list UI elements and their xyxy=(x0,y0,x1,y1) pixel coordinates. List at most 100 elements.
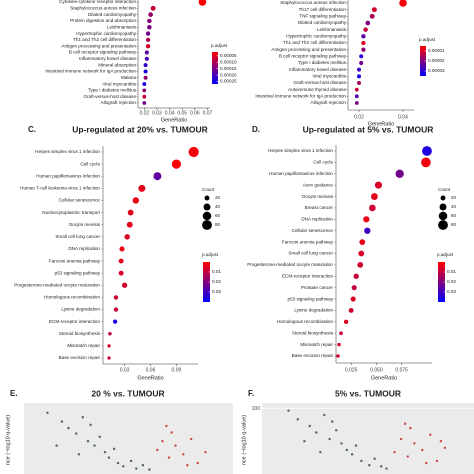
point xyxy=(385,467,388,470)
colorbar xyxy=(203,262,210,302)
point xyxy=(75,432,78,435)
dot xyxy=(198,0,207,6)
point xyxy=(103,450,107,454)
panel-label: D. xyxy=(252,125,260,134)
dot xyxy=(351,285,357,291)
category-label: Steroid biosynthesis xyxy=(59,331,101,336)
point xyxy=(328,437,331,441)
size-legend-dot xyxy=(202,211,212,221)
category-label: Hypertrophic cardiomyopathy xyxy=(286,34,346,39)
point xyxy=(296,418,299,421)
dot xyxy=(150,5,156,11)
dot xyxy=(142,88,147,93)
category-label: Allograft rejection xyxy=(101,100,137,105)
dot xyxy=(357,67,361,72)
color-legend-title: p.adjust xyxy=(202,252,219,257)
category-label: Human T-cell leukemia virus 1 infection xyxy=(20,186,100,191)
colorbar-label: 0.03 xyxy=(447,289,456,294)
point xyxy=(406,455,409,458)
category-label: ECM-receptor interaction xyxy=(49,319,101,324)
dot xyxy=(395,169,404,178)
point xyxy=(287,409,290,412)
size-legend-dot xyxy=(440,195,446,201)
dot xyxy=(113,295,119,300)
category-label: Leishmaniasis xyxy=(107,24,137,29)
colorbar xyxy=(420,46,426,76)
point xyxy=(161,440,164,443)
category-label: Progesterone-mediated oocyte maturation xyxy=(14,283,100,288)
size-legend-dot xyxy=(204,195,210,201)
dot xyxy=(188,146,199,158)
dot xyxy=(145,31,151,36)
category-label: Dilated cardiomyopathy xyxy=(298,20,347,25)
point xyxy=(360,459,363,463)
category-label: Steroid biosynthesis xyxy=(292,330,334,335)
point xyxy=(186,464,189,467)
category-label: Viral myocarditis xyxy=(312,74,346,79)
x-axis-title: GeneRatio xyxy=(137,375,163,381)
category-label: DNA replication xyxy=(68,246,100,251)
dot xyxy=(148,12,153,17)
x-axis-title: GeneRatio xyxy=(161,117,187,123)
size-legend-label: 60 xyxy=(215,213,221,218)
dot xyxy=(145,44,151,49)
category-label: p53 signaling pathway xyxy=(55,270,101,275)
category-label: Axon guidance xyxy=(303,182,334,187)
size-legend-dot xyxy=(202,220,212,230)
chart-title: 20 % vs. TUMOUR xyxy=(91,388,164,398)
point xyxy=(55,444,58,447)
point xyxy=(98,435,101,439)
point xyxy=(190,437,193,441)
point xyxy=(319,450,322,454)
point xyxy=(141,464,145,467)
point xyxy=(116,461,120,465)
dot xyxy=(144,56,149,61)
point xyxy=(435,459,439,463)
category-label: ECM-receptor interaction xyxy=(282,273,334,278)
dot xyxy=(361,47,366,52)
x-tick-label: 0.02 xyxy=(354,114,364,120)
point xyxy=(303,440,306,443)
size-legend-dot xyxy=(203,203,211,211)
x-tick-label: 0.05 xyxy=(177,110,187,116)
point xyxy=(429,433,432,436)
point xyxy=(413,442,416,445)
category-label: Staphylococcus aureus infection xyxy=(70,6,136,11)
point xyxy=(323,413,326,417)
category-label: Allograft rejection xyxy=(311,100,347,105)
colorbar xyxy=(212,52,218,84)
point xyxy=(148,468,151,471)
dot xyxy=(361,34,366,39)
point xyxy=(196,461,199,465)
colorbar-label: 0.00025 xyxy=(220,79,237,84)
dot xyxy=(142,94,147,99)
dot xyxy=(132,197,140,204)
category-label: Antigen processing and presentation xyxy=(61,43,136,48)
color-legend-title: p.adjust xyxy=(437,252,454,257)
dot xyxy=(354,101,359,105)
dot xyxy=(353,273,359,279)
chart-title: Up-regulated at 20% vs. TUMOUR xyxy=(72,124,208,134)
x-tick-label: 0.04 xyxy=(398,114,408,120)
size-legend-label: 40 xyxy=(451,204,457,209)
category-label: Cell cycle xyxy=(80,161,100,166)
point xyxy=(135,467,138,470)
point xyxy=(86,440,90,443)
point xyxy=(335,429,338,432)
y-tick-label: 100 xyxy=(252,406,261,412)
point xyxy=(182,453,185,456)
colorbar-label: 0.02 xyxy=(212,279,221,284)
size-legend-label: 20 xyxy=(215,195,221,200)
category-label: Th1 and Th2 cell differentiation xyxy=(73,37,136,42)
panel-label: C. xyxy=(28,125,36,134)
category-label: Cellular senescence xyxy=(292,228,334,233)
dot xyxy=(339,331,343,336)
category-label: Graft-versus-host disease xyxy=(293,80,346,85)
chart-title: Up-regulated at 5% vs. TUMOUR xyxy=(303,124,434,134)
dot xyxy=(354,94,359,99)
category-label: Cellular senescence xyxy=(59,198,101,203)
category-label: Th1 and Th2 cell differentiation xyxy=(283,40,346,45)
category-label: Malaria xyxy=(121,75,137,80)
category-label: B cell receptor signaling pathway xyxy=(69,50,137,55)
